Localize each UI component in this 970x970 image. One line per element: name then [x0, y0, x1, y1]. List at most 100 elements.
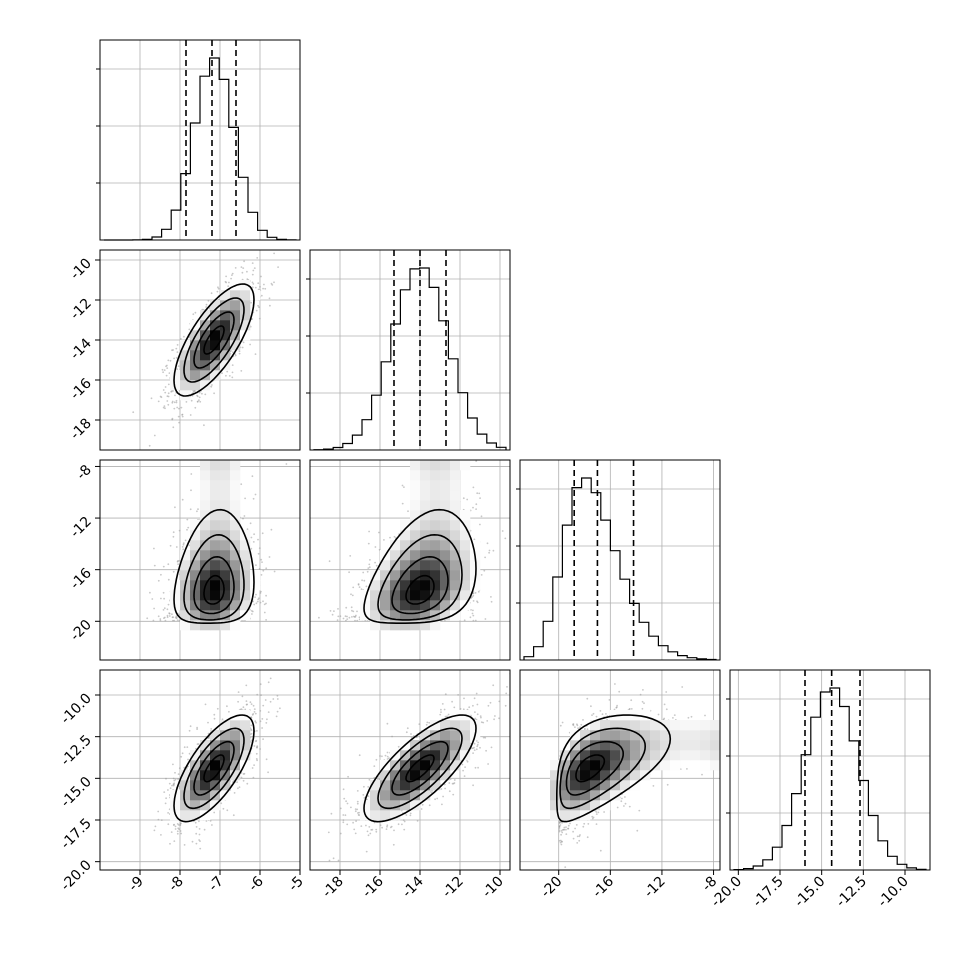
contour-line [183, 297, 245, 383]
scatter-point [221, 372, 223, 375]
scatter-point [242, 341, 245, 344]
scatter-point [270, 528, 273, 531]
density-cell [220, 480, 231, 491]
scatter-point [161, 368, 164, 371]
scatter-point [227, 452, 229, 454]
density-cell [210, 540, 221, 551]
scatter-point [479, 523, 481, 526]
density-cell [210, 590, 221, 601]
scatter-point [227, 285, 230, 288]
scatter-point [345, 619, 347, 622]
density-cell [210, 310, 221, 321]
density-cell [220, 610, 231, 621]
scatter-point [172, 531, 175, 534]
density-cell [180, 570, 191, 581]
histogram-3 [733, 687, 927, 871]
scatter-point [186, 518, 189, 521]
scatter-point [166, 367, 169, 369]
density-cell [240, 280, 251, 291]
scatter-point [375, 564, 378, 567]
scatter-point [241, 271, 244, 274]
panel-2-0 [146, 452, 288, 631]
density-cell [230, 490, 241, 501]
scatter-point [257, 538, 259, 541]
scatter-point [175, 401, 178, 404]
scatter-point [175, 617, 178, 620]
panel-1-0 [132, 252, 279, 447]
density-cell [180, 620, 191, 631]
scatter-point [490, 600, 493, 603]
scatter-point [210, 292, 213, 295]
scatter-point [463, 619, 466, 622]
scatter-point [240, 370, 243, 372]
scatter-point [148, 444, 151, 447]
scatter-point [230, 277, 233, 280]
scatter-point [251, 262, 254, 264]
scatter-point [162, 565, 165, 568]
density-cell [180, 590, 191, 601]
scatter-point [262, 287, 264, 290]
density-cell [200, 310, 211, 321]
scatter-point [383, 539, 385, 541]
scatter-point [234, 267, 237, 269]
scatter-point [224, 280, 227, 283]
scatter-point [369, 559, 371, 561]
density-cell [200, 530, 211, 541]
scatter-point [168, 615, 171, 617]
density-cell [230, 460, 241, 471]
scatter-point [439, 417, 441, 419]
scatter-point [401, 502, 404, 505]
scatter-point [164, 391, 167, 394]
scatter-point [273, 570, 276, 573]
scatter-point [164, 407, 166, 410]
scatter-point [132, 411, 135, 414]
scatter-point [257, 288, 260, 291]
scatter-point [263, 603, 266, 606]
scatter-point [457, 439, 459, 441]
scatter-point [182, 542, 185, 544]
density-cell [190, 530, 201, 541]
density-cell [230, 560, 241, 571]
scatter-point [462, 497, 465, 500]
scatter-point [477, 590, 480, 593]
scatter-point [189, 508, 192, 511]
scatter-point [255, 602, 258, 605]
scatter-point [259, 592, 262, 594]
scatter-point [153, 547, 155, 550]
scatter-point [253, 267, 256, 269]
scatter-point [184, 539, 187, 542]
scatter-point [176, 368, 179, 371]
scatter-point [178, 613, 181, 616]
scatter-point [171, 613, 173, 616]
scatter-point [172, 426, 175, 429]
scatter-point [178, 559, 180, 562]
scatter-point [160, 573, 162, 576]
scatter-point [268, 556, 271, 558]
scatter-point [176, 619, 179, 621]
scatter-point [251, 273, 254, 276]
contour-line [183, 533, 245, 621]
scatter-point [198, 399, 200, 402]
density-cell [220, 590, 231, 601]
density-cell [220, 320, 231, 331]
contour-line [173, 283, 255, 397]
scatter-point [178, 619, 181, 622]
scatter-point [262, 600, 264, 603]
scatter-point [196, 400, 199, 403]
scatter-point [196, 395, 199, 398]
density-cell [230, 500, 241, 511]
density-cell [190, 560, 201, 571]
scatter-point [172, 619, 174, 622]
scatter-point [203, 424, 205, 427]
scatter-point [263, 611, 266, 614]
scatter-point [168, 372, 171, 374]
histogram-0 [104, 57, 297, 241]
scatter-point [344, 615, 347, 618]
scatter-point [231, 371, 234, 374]
scatter-point [210, 385, 213, 388]
scatter-point [251, 318, 253, 320]
scatter-point [189, 414, 192, 416]
scatter-point [472, 600, 475, 602]
scatter-point [167, 603, 170, 606]
scatter-point [177, 365, 180, 367]
